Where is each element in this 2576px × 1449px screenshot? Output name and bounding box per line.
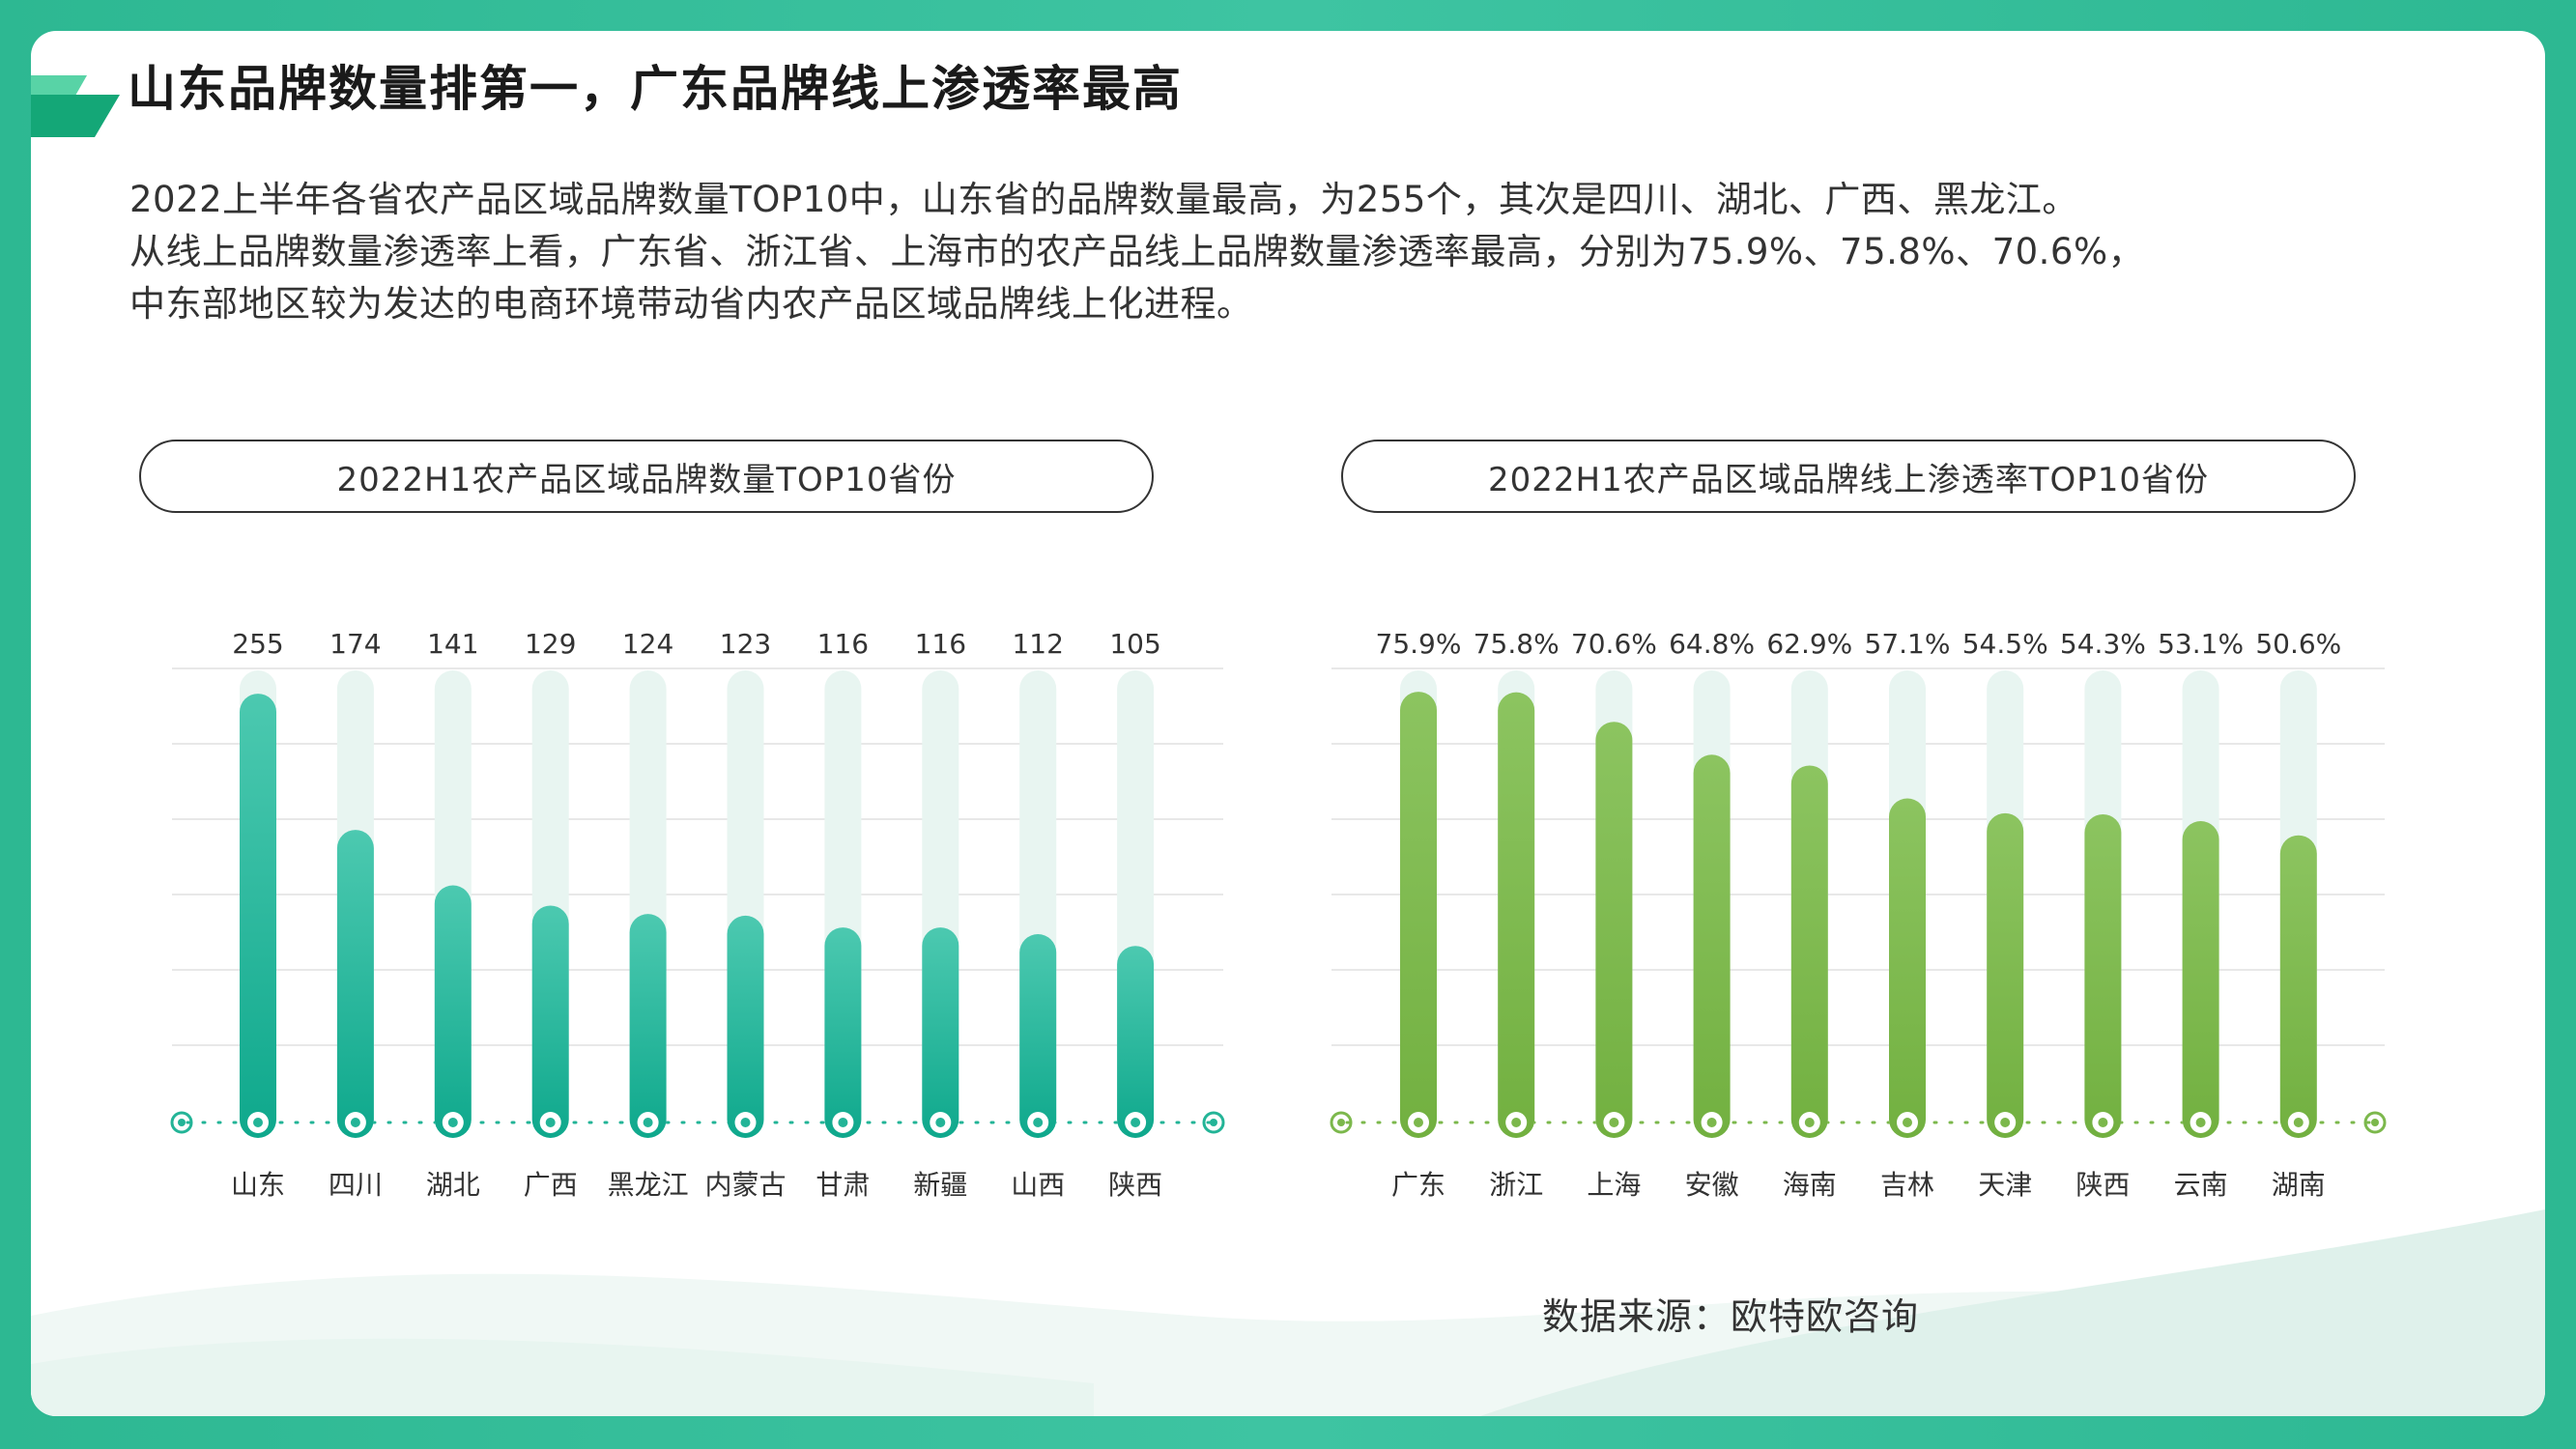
category-label: 浙江 bbox=[1489, 1169, 1543, 1201]
data-label: 62.9% bbox=[1766, 628, 1852, 660]
category-label: 天津 bbox=[1978, 1169, 2032, 1201]
data-label: 54.3% bbox=[2060, 628, 2146, 660]
category-label: 吉林 bbox=[1880, 1169, 1934, 1201]
category-label: 湖南 bbox=[2272, 1169, 2326, 1201]
bar-安徽 bbox=[1693, 754, 1731, 1138]
category-label: 山东 bbox=[231, 1169, 285, 1201]
description-line-2: 从线上品牌数量渗透率上看，广东省、浙江省、上海市的农产品线上品牌数量渗透率最高，… bbox=[129, 231, 2145, 272]
bar-陕西 bbox=[2084, 813, 2122, 1138]
data-label: 75.9% bbox=[1376, 628, 1462, 660]
corner-accent-icon bbox=[31, 75, 120, 137]
bar-黑龙江 bbox=[629, 914, 667, 1138]
bar-山西 bbox=[1019, 934, 1057, 1138]
baseline-end-marker bbox=[1202, 1111, 1225, 1134]
baseline-end-marker bbox=[2363, 1111, 2387, 1134]
category-label: 黑龙江 bbox=[608, 1169, 689, 1201]
category-label: 陕西 bbox=[2075, 1169, 2130, 1201]
category-label: 山西 bbox=[1011, 1169, 1065, 1201]
right-chart-title: 2022H1农产品区域品牌线上渗透率TOP10省份 bbox=[1341, 440, 2356, 513]
data-label: 116 bbox=[817, 628, 869, 660]
category-label: 甘肃 bbox=[816, 1169, 870, 1201]
bar-甘肃 bbox=[824, 927, 862, 1138]
bar-吉林 bbox=[1889, 798, 1926, 1138]
bar-天津 bbox=[1987, 812, 2024, 1138]
category-label: 云南 bbox=[2174, 1169, 2228, 1201]
data-label: 129 bbox=[525, 628, 576, 660]
decorative-waves bbox=[31, 1209, 2545, 1416]
left-chart-title: 2022H1农产品区域品牌数量TOP10省份 bbox=[139, 440, 1154, 513]
category-label: 上海 bbox=[1587, 1169, 1641, 1201]
data-source: 数据来源：欧特欧咨询 bbox=[1542, 1295, 1920, 1338]
category-label: 湖北 bbox=[426, 1169, 480, 1201]
data-label: 255 bbox=[232, 628, 283, 660]
bar-湖北 bbox=[434, 885, 472, 1138]
bar-内蒙古 bbox=[727, 915, 764, 1138]
page-title: 山东品牌数量排第一，广东品牌线上渗透率最高 bbox=[128, 61, 1183, 117]
description-line-3: 中东部地区较为发达的电商环境带动省内农产品区域品牌线上化进程。 bbox=[129, 283, 1253, 325]
bar-四川 bbox=[336, 830, 374, 1138]
data-label: 64.8% bbox=[1669, 628, 1755, 660]
data-label: 50.6% bbox=[2255, 628, 2341, 660]
data-label: 70.6% bbox=[1571, 628, 1657, 660]
baseline-start-marker bbox=[1330, 1111, 1353, 1134]
data-label: 54.5% bbox=[1962, 628, 2048, 660]
bar-新疆 bbox=[922, 927, 959, 1138]
category-label: 陕西 bbox=[1108, 1169, 1162, 1201]
category-label: 新疆 bbox=[913, 1169, 967, 1201]
data-label: 116 bbox=[915, 628, 966, 660]
data-label: 75.8% bbox=[1474, 628, 1560, 660]
bar-云南 bbox=[2182, 821, 2219, 1138]
category-label: 安徽 bbox=[1685, 1169, 1739, 1201]
category-label: 四川 bbox=[329, 1169, 383, 1201]
bar-山东 bbox=[240, 694, 276, 1138]
baseline-start-marker bbox=[170, 1111, 193, 1134]
data-label: 123 bbox=[720, 628, 771, 660]
bar-陕西 bbox=[1117, 946, 1155, 1138]
bar-广东 bbox=[1400, 692, 1437, 1138]
bar-湖南 bbox=[2279, 835, 2317, 1138]
data-label: 124 bbox=[622, 628, 673, 660]
bar-浙江 bbox=[1498, 692, 1535, 1138]
bar-广西 bbox=[531, 905, 569, 1138]
bar-海南 bbox=[1790, 765, 1828, 1138]
category-label: 广西 bbox=[524, 1169, 578, 1201]
category-label: 内蒙古 bbox=[704, 1169, 786, 1201]
data-label: 57.1% bbox=[1865, 628, 1951, 660]
data-label: 174 bbox=[329, 628, 381, 660]
bar-上海 bbox=[1595, 722, 1633, 1138]
data-label: 112 bbox=[1012, 628, 1063, 660]
data-label: 53.1% bbox=[2158, 628, 2244, 660]
data-label: 105 bbox=[1109, 628, 1160, 660]
data-label: 141 bbox=[427, 628, 478, 660]
description-line-1: 2022上半年各省农产品区域品牌数量TOP10中，山东省的品牌数量最高，为255… bbox=[129, 179, 2078, 220]
category-label: 广东 bbox=[1391, 1169, 1445, 1201]
category-label: 海南 bbox=[1783, 1169, 1837, 1201]
